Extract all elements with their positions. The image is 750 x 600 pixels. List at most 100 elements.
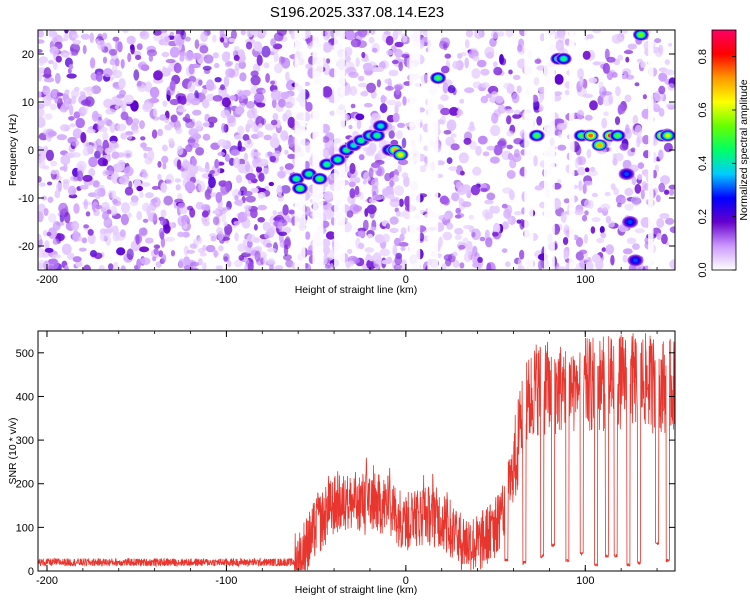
- spectrogram-speckle: [508, 69, 513, 75]
- spectrogram-speckle: [443, 43, 448, 51]
- spectrogram-speckle: [383, 31, 391, 35]
- spectrogram-speckle: [153, 248, 159, 255]
- spectrogram-speckle: [205, 79, 215, 91]
- spectrogram-speckle: [634, 183, 642, 194]
- spectrogram-speckle: [459, 262, 465, 269]
- spectrogram-speckle: [616, 202, 622, 208]
- spectrogram-speckle: [398, 61, 404, 72]
- spectrogram-speckle: [235, 106, 245, 115]
- spectrogram-speckle: [136, 210, 143, 221]
- spectrogram-speckle: [51, 89, 58, 99]
- spectrogram-speckle: [502, 221, 509, 230]
- snr-y-tick-label: 400: [16, 391, 34, 403]
- spectrogram-speckle: [304, 250, 314, 256]
- spectrogram-speckle: [68, 104, 74, 116]
- spectrogram-speckle: [358, 242, 365, 250]
- spectrogram-speckle: [606, 56, 616, 63]
- spectrogram-speckle: [183, 256, 191, 267]
- spectrogram-speckle: [116, 159, 126, 172]
- spectrogram-speckle: [161, 51, 170, 58]
- colorbar-tick-label: 0.4: [697, 156, 709, 171]
- spectrogram-speckle: [472, 166, 482, 176]
- spectrogram-speckle: [401, 53, 410, 59]
- spectrogram-y-tick-label: -20: [18, 241, 34, 253]
- spectrogram-speckle: [71, 33, 80, 39]
- spectrogram-speckle: [467, 125, 476, 132]
- spectrogram-speckle: [245, 173, 256, 181]
- spectrogram-speckle: [201, 88, 208, 95]
- spectrogram-speckle: [468, 214, 475, 220]
- spectrogram-speckle: [389, 198, 400, 208]
- spectrogram-speckle: [505, 30, 514, 38]
- spectrogram-speckle: [575, 237, 584, 247]
- spectrogram-speckle: [590, 226, 596, 234]
- spectrogram-feature: [588, 133, 594, 138]
- spectrogram-speckle: [283, 215, 291, 220]
- spectrogram-speckle: [233, 54, 240, 62]
- snr-y-tick-label: 0: [28, 566, 34, 578]
- spectrogram-speckle: [169, 31, 175, 37]
- spectrogram-speckle: [663, 142, 673, 153]
- spectrogram-speckle: [556, 266, 566, 270]
- spectrogram-speckle: [463, 137, 472, 145]
- spectrogram-speckle: [109, 121, 116, 133]
- spectrogram-speckle: [208, 173, 213, 178]
- spectrogram-x-axis-label: Height of straight line (km): [295, 284, 418, 296]
- spectrogram-speckle: [642, 94, 648, 100]
- spectrogram-speckle: [43, 208, 49, 216]
- spectrogram-speckle: [506, 144, 513, 150]
- spectrogram-speckle: [626, 237, 637, 245]
- spectrogram-speckle: [457, 52, 463, 59]
- spectrogram-speckle: [261, 45, 271, 58]
- spectrogram-speckle: [534, 58, 542, 64]
- spectrogram-speckle: [56, 134, 67, 141]
- spectrogram-speckle: [176, 159, 182, 170]
- spectrogram-speckle: [47, 227, 58, 239]
- spectrogram-speckle: [460, 170, 465, 176]
- spectrogram-speckle: [195, 120, 203, 131]
- spectrogram-speckle: [582, 93, 594, 99]
- spectrogram-speckle: [499, 54, 504, 65]
- spectrogram-speckle: [237, 125, 245, 136]
- spectrogram-speckle: [348, 124, 353, 130]
- spectrogram-speckle: [362, 62, 373, 72]
- spectrogram-speckle: [153, 107, 158, 118]
- spectrogram-speckle: [177, 202, 185, 209]
- spectrogram-speckle: [652, 152, 657, 163]
- spectrogram-speckle: [446, 157, 453, 165]
- spectrogram-speckle: [178, 258, 185, 269]
- spectrogram-speckle: [601, 247, 607, 252]
- spectrogram-speckle: [472, 56, 480, 62]
- spectrogram-speckle: [493, 144, 503, 156]
- spectrogram-speckle: [397, 122, 405, 128]
- spectrogram-speckle: [385, 35, 394, 46]
- spectrogram-speckle: [497, 140, 506, 147]
- spectrogram-speckle: [63, 33, 69, 42]
- spectrogram-gap: [569, 30, 575, 270]
- spectrogram-speckle: [146, 49, 157, 57]
- spectrogram-speckle: [396, 30, 403, 36]
- spectrogram-speckle: [481, 82, 490, 89]
- spectrogram-y-tick-label: 20: [22, 49, 34, 61]
- spectrogram-speckle: [243, 204, 252, 211]
- spectrogram-speckle: [192, 52, 202, 60]
- spectrogram-speckle: [47, 196, 54, 203]
- spectrogram-speckle: [574, 209, 584, 216]
- spectrogram-speckle: [282, 226, 292, 234]
- spectrogram-speckle: [485, 93, 493, 99]
- spectrogram-speckle: [665, 217, 675, 225]
- spectrogram-speckle: [598, 81, 604, 92]
- spectrogram-speckle: [175, 184, 181, 191]
- spectrogram-speckle: [661, 233, 668, 245]
- spectrogram-speckle: [116, 123, 127, 132]
- spectrogram-speckle: [623, 50, 634, 55]
- spectrogram-speckle: [67, 252, 75, 260]
- spectrogram-speckle: [667, 83, 675, 91]
- spectrogram-speckle: [127, 52, 132, 63]
- snr-y-tick-label: 500: [16, 348, 34, 360]
- spectrogram-feature: [378, 124, 384, 128]
- spectrogram-speckle: [212, 52, 219, 59]
- spectrogram-speckle: [280, 91, 290, 100]
- spectrogram-speckle: [189, 208, 196, 218]
- spectrogram-speckle: [138, 227, 148, 236]
